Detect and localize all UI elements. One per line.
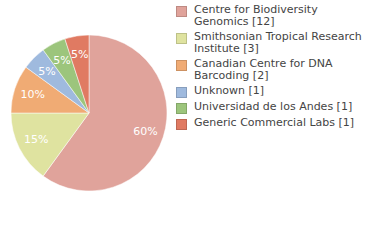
html-text:Smithsonian Tropical Research: Smithsonian Tropical Research Institute … [194, 30, 362, 55]
svg-text:5%: 5% [38, 64, 56, 78]
html-text:Generic Commercial Labs [1]: Generic Commercial Labs [1] [194, 116, 355, 129]
svg-text:5%: 5% [53, 54, 70, 67]
html-text:Universidad de los Andes [1]: Universidad de los Andes [1] [194, 100, 353, 113]
html-text:Centre for Biodiversity Genomi: Centre for Biodiversity Genomics [12] [194, 3, 318, 28]
html-text:Unknown [1]: Unknown [1] [194, 84, 265, 97]
svg-text:60%: 60% [133, 125, 157, 138]
html-text:Canadian Centre for DNA Barcod: Canadian Centre for DNA Barcoding [2] [194, 57, 333, 82]
svg-text:5%: 5% [71, 48, 88, 61]
svg-text:10%: 10% [20, 88, 44, 101]
svg-text:15%: 15% [24, 133, 48, 146]
